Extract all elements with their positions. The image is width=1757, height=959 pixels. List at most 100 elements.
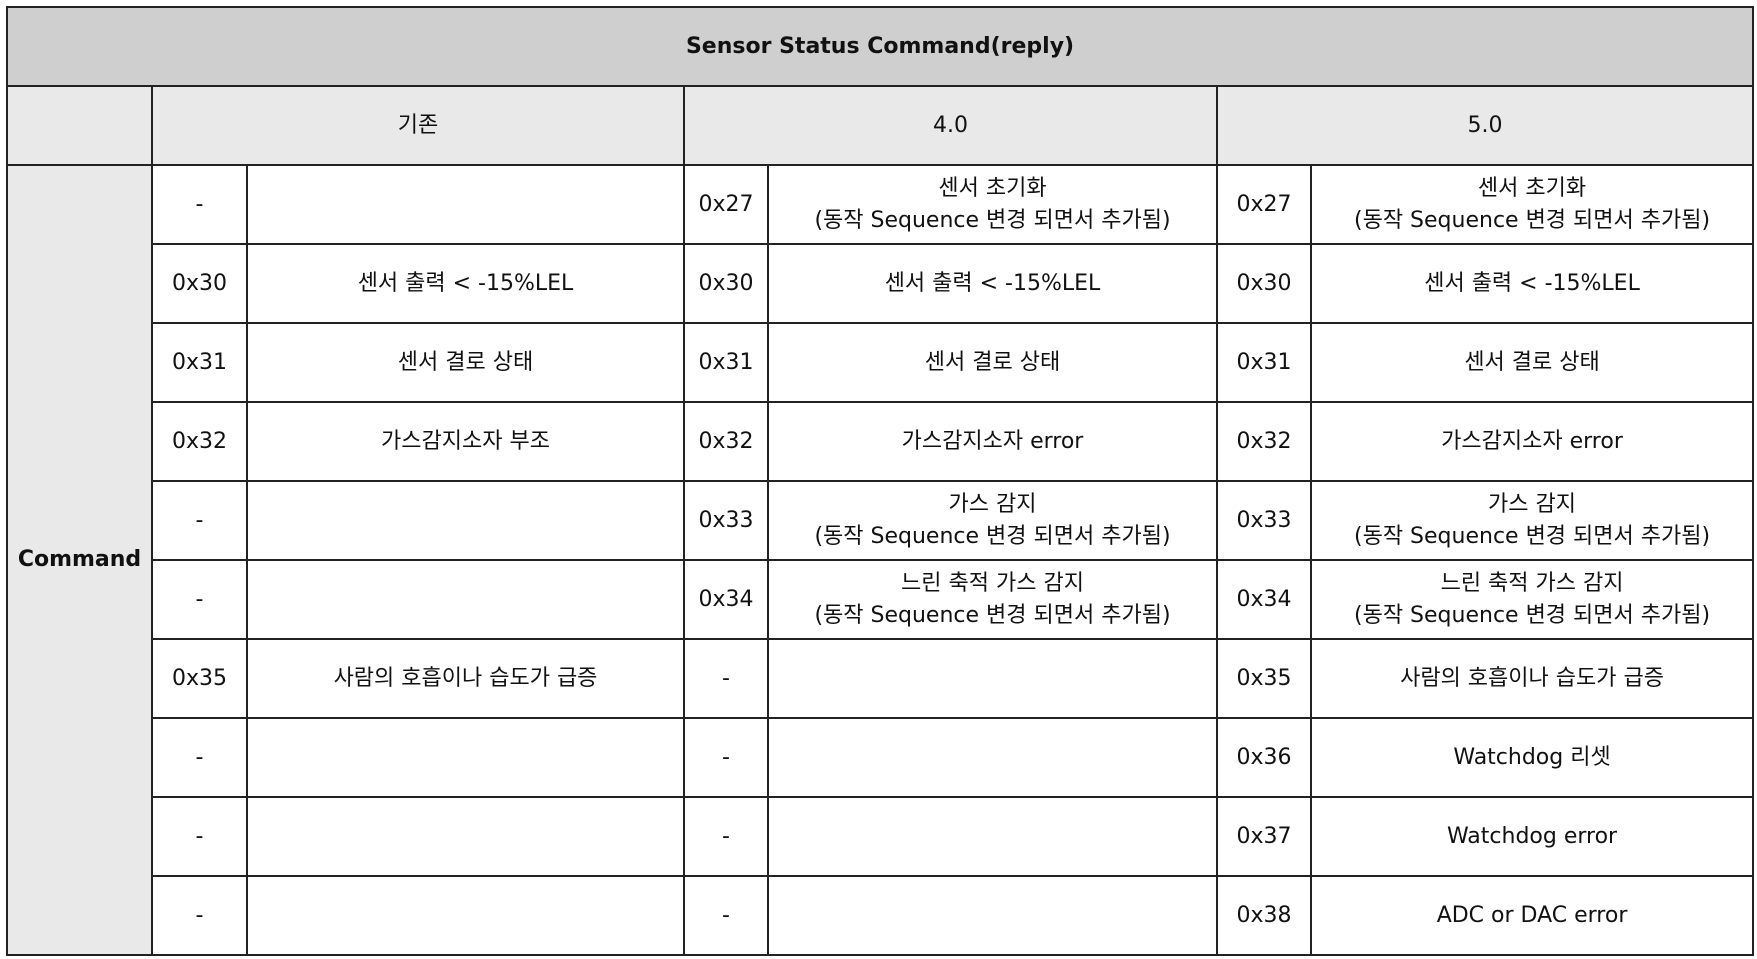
v5-code-cell: 0x33 xyxy=(1216,480,1312,561)
old-desc-cell: 사람의 호흡이나 습도가 급증 xyxy=(246,638,685,719)
description-text: 느린 축적 가스 감지 xyxy=(901,570,1084,596)
description-note: (동작 Sequence 변경 되면서 추가됨) xyxy=(814,207,1171,233)
v4-desc-cell: 센서 결로 상태 xyxy=(767,322,1218,403)
v5-code-cell: 0x37 xyxy=(1216,796,1312,877)
old-desc-cell: 가스감지소자 부조 xyxy=(246,401,685,482)
table-row: - - 0x38 ADC or DAC error xyxy=(7,875,1755,956)
v5-code-cell: 0x27 xyxy=(1216,164,1312,245)
old-desc-cell: 센서 출력 < -15%LEL xyxy=(246,243,685,324)
description-note: (동작 Sequence 변경 되면서 추가됨) xyxy=(814,523,1171,549)
old-code-cell: - xyxy=(151,559,248,640)
old-code-cell: - xyxy=(151,796,248,877)
table-body: Command -0x27 센서 초기화 (동작 Sequence 변경 되면서 추가… xyxy=(6,164,1755,956)
v4-desc-cell xyxy=(767,717,1218,798)
description-note: (동작 Sequence 변경 되면서 추가됨) xyxy=(814,602,1171,628)
v5-desc-cell: Watchdog 리셋 xyxy=(1309,717,1755,798)
table-row: 0x31 센서 결로 상태 0x31 센서 결로 상태 0x31 센서 결로 상태 xyxy=(7,322,1755,403)
v4-desc-cell: 센서 출력 < -15%LEL xyxy=(767,243,1218,324)
description-text: 가스감지소자 error xyxy=(1441,428,1623,454)
v4-code-cell: - xyxy=(683,638,769,719)
v5-desc-cell: 느린 축적 가스 감지 (동작 Sequence 변경 되면서 추가됨) xyxy=(1309,559,1755,640)
old-code-cell: 0x31 xyxy=(151,322,248,403)
v5-desc-cell: 사람의 호흡이나 습도가 급증 xyxy=(1309,638,1755,719)
description-text: 느린 축적 가스 감지 xyxy=(1440,570,1624,596)
header-v5: 5.0 xyxy=(1215,85,1755,166)
description-text: Watchdog error xyxy=(1446,823,1618,849)
old-code-cell: - xyxy=(151,164,248,245)
v5-code-cell: 0x31 xyxy=(1216,322,1312,403)
v4-code-cell: - xyxy=(683,717,769,798)
v4-desc-cell: 가스 감지 (동작 Sequence 변경 되면서 추가됨) xyxy=(767,480,1218,561)
old-code-cell: - xyxy=(151,717,248,798)
description-text: 사람의 호흡이나 습도가 급증 xyxy=(1400,665,1664,691)
v5-desc-cell: ADC or DAC error xyxy=(1309,875,1755,956)
description-text: 센서 결로 상태 xyxy=(924,349,1061,375)
v5-code-cell: 0x34 xyxy=(1216,559,1312,640)
v4-code-cell: 0x33 xyxy=(683,480,769,561)
v4-code-cell: 0x31 xyxy=(683,322,769,403)
v5-desc-cell: 센서 결로 상태 xyxy=(1309,322,1755,403)
sensor-status-table: Sensor Status Command(reply) 기존 4.0 5.0 … xyxy=(5,6,1755,956)
v5-desc-cell: 센서 초기화 (동작 Sequence 변경 되면서 추가됨) xyxy=(1309,164,1755,245)
row-group-label: Command xyxy=(6,164,153,956)
old-code-cell: - xyxy=(151,480,248,561)
old-desc-cell xyxy=(246,164,685,245)
v4-code-cell: 0x34 xyxy=(683,559,769,640)
old-code-cell: 0x35 xyxy=(151,638,248,719)
header-corner xyxy=(6,85,153,166)
description-note: (동작 Sequence 변경 되면서 추가됨) xyxy=(1354,207,1711,233)
old-desc-cell xyxy=(246,717,685,798)
v5-desc-cell: Watchdog error xyxy=(1309,796,1755,877)
table-row: - 0x34 느린 축적 가스 감지 (동작 Sequence 변경 되면서 추가됨)… xyxy=(7,559,1755,640)
v5-desc-cell: 센서 출력 < -15%LEL xyxy=(1309,243,1755,324)
v4-desc-cell: 센서 초기화 (동작 Sequence 변경 되면서 추가됨) xyxy=(767,164,1218,245)
v5-code-cell: 0x36 xyxy=(1216,717,1312,798)
v4-desc-cell: 가스감지소자 error xyxy=(767,401,1218,482)
description-text: ADC or DAC error xyxy=(1436,902,1628,928)
description-text: 센서 결로 상태 xyxy=(1464,349,1600,375)
v4-code-cell: - xyxy=(683,875,769,956)
v5-code-cell: 0x38 xyxy=(1216,875,1312,956)
v4-desc-cell xyxy=(767,875,1218,956)
table-row: 0x30 센서 출력 < -15%LEL 0x30 센서 출력 < -15%LEL 0x… xyxy=(7,243,1755,324)
description-note: (동작 Sequence 변경 되면서 추가됨) xyxy=(1354,523,1711,549)
old-desc-cell xyxy=(246,559,685,640)
old-code-cell: 0x30 xyxy=(151,243,248,324)
description-text: 센서 출력 < -15%LEL xyxy=(884,270,1101,296)
description-text: 가스 감지 xyxy=(1488,491,1577,517)
v4-code-cell: - xyxy=(683,796,769,877)
table-row: Command -0x27 센서 초기화 (동작 Sequence 변경 되면서 추가… xyxy=(6,164,1755,956)
table-row: - - 0x36 Watchdog 리셋 xyxy=(7,717,1755,798)
v5-desc-cell: 가스감지소자 error xyxy=(1309,401,1755,482)
v4-desc-cell xyxy=(767,638,1218,719)
description-text: 가스감지소자 error xyxy=(901,428,1084,454)
description-note: (동작 Sequence 변경 되면서 추가됨) xyxy=(1354,602,1711,628)
table-row: 0x32 가스감지소자 부조 0x32 가스감지소자 error 0x32 가스감지소자 … xyxy=(7,401,1755,482)
header-v4: 4.0 xyxy=(683,85,1218,166)
table-title: Sensor Status Command(reply) xyxy=(5,6,1755,87)
old-code-cell: - xyxy=(151,875,248,956)
v4-desc-cell xyxy=(767,796,1218,877)
header-row: 기존 4.0 5.0 xyxy=(6,85,1755,166)
description-text: 가스 감지 xyxy=(948,491,1037,517)
v5-code-cell: 0x35 xyxy=(1216,638,1312,719)
v4-code-cell: 0x32 xyxy=(683,401,769,482)
old-desc-cell xyxy=(246,796,685,877)
title-row: Sensor Status Command(reply) xyxy=(5,6,1755,87)
v4-code-cell: 0x27 xyxy=(683,164,769,245)
old-desc-cell xyxy=(246,875,685,956)
description-text: 센서 초기화 xyxy=(938,175,1047,201)
old-desc-cell xyxy=(246,480,685,561)
v5-code-cell: 0x30 xyxy=(1216,243,1312,324)
table-row: 0x35 사람의 호흡이나 습도가 급증 -0x35 사람의 호흡이나 습도가 급증 xyxy=(7,638,1755,719)
description-text: Watchdog 리셋 xyxy=(1453,744,1611,770)
old-code-cell: 0x32 xyxy=(151,401,248,482)
table-row: - - 0x37 Watchdog error xyxy=(7,796,1755,877)
old-desc-cell: 센서 결로 상태 xyxy=(246,322,685,403)
v4-code-cell: 0x30 xyxy=(683,243,769,324)
header-old: 기존 xyxy=(151,85,685,166)
table-row: -0x33 가스 감지 (동작 Sequence 변경 되면서 추가됨) 0x33 가스… xyxy=(7,480,1755,561)
v5-code-cell: 0x32 xyxy=(1216,401,1312,482)
description-text: 센서 출력 < -15%LEL xyxy=(1424,270,1640,296)
v4-desc-cell: 느린 축적 가스 감지 (동작 Sequence 변경 되면서 추가됨) xyxy=(767,559,1218,640)
